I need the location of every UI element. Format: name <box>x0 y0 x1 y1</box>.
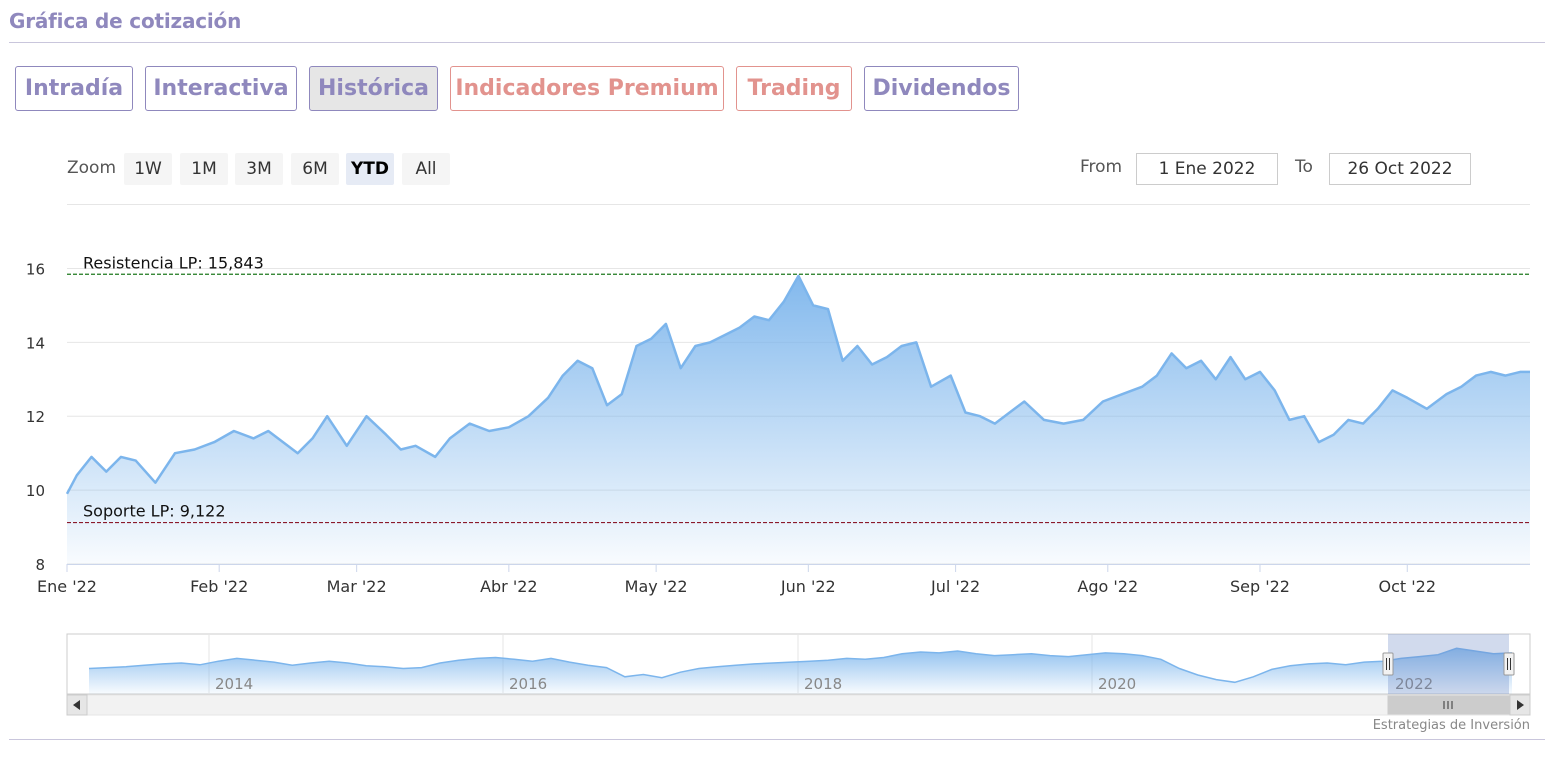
y-tick-label: 8 <box>35 556 45 574</box>
zoom-1m-button[interactable]: 1M <box>180 153 228 185</box>
zoom-3m-button[interactable]: 3M <box>235 153 283 185</box>
tab-indicadores-premium[interactable]: Indicadores Premium <box>450 66 724 111</box>
navigator-left-handle[interactable] <box>1382 652 1394 676</box>
scrollbar-track <box>66 694 1531 716</box>
x-tick-label: May '22 <box>625 577 688 596</box>
tab-trading[interactable]: Trading <box>736 66 852 111</box>
range-to-input[interactable] <box>1329 153 1471 185</box>
navigator-year-label: 2022 <box>1395 675 1433 693</box>
x-tick-label: Jul '22 <box>930 577 980 596</box>
x-tick-label: Feb '22 <box>190 577 248 596</box>
zoom-all-button[interactable]: All <box>402 153 450 185</box>
chevron-right-icon <box>1517 700 1524 710</box>
y-tick-label: 12 <box>26 408 45 426</box>
x-tick-label: Jun '22 <box>780 577 836 596</box>
navigator-right-handle[interactable] <box>1503 652 1515 676</box>
chevron-left-icon <box>73 700 80 710</box>
zoom-1w-button[interactable]: 1W <box>124 153 172 185</box>
navigator-area <box>89 648 1512 694</box>
x-tick-label: Mar '22 <box>327 577 387 596</box>
resistance-label: Resistencia LP: 15,843 <box>83 253 264 272</box>
tab-historica[interactable]: Histórica <box>309 66 438 111</box>
navigator-scrollbar[interactable] <box>66 694 1531 716</box>
range-from-label: From <box>1080 157 1123 177</box>
navigator-line <box>88 647 1513 684</box>
navigator-year-label: 2016 <box>509 675 547 693</box>
title-divider <box>9 42 1545 43</box>
range-from-input[interactable] <box>1136 153 1278 185</box>
y-tick-label: 14 <box>26 334 45 352</box>
x-tick-label: Abr '22 <box>480 577 538 596</box>
price-line <box>65 274 1530 495</box>
navigator-year-label: 2018 <box>804 675 842 693</box>
navigator-year-label: 2020 <box>1098 675 1136 693</box>
bottom-divider <box>9 739 1545 740</box>
handle-body <box>1382 652 1394 676</box>
x-tick-label: Oct '22 <box>1379 577 1437 596</box>
zoom-6m-button[interactable]: 6M <box>291 153 339 185</box>
zoom-ytd-button[interactable]: YTD <box>346 153 394 185</box>
page-title: Gráfica de cotización <box>9 9 242 33</box>
chart-credits: Estrategias de Inversión <box>1372 718 1530 733</box>
x-tick-label: Sep '22 <box>1230 577 1290 596</box>
y-tick-label: 16 <box>26 260 45 278</box>
x-tick-label: Ene '22 <box>37 577 97 596</box>
scroll-left-button <box>66 694 88 716</box>
tab-interactiva[interactable]: Interactiva <box>145 66 297 111</box>
scrollbar-thumb <box>1387 695 1510 715</box>
toolbar-divider <box>67 204 1530 205</box>
zoom-label: Zoom <box>67 158 117 178</box>
x-tick-label: Ago '22 <box>1077 577 1138 596</box>
navigator-frame <box>66 633 1531 695</box>
support-label: Soporte LP: 9,122 <box>83 502 226 521</box>
navigator-year-label: 2014 <box>215 675 253 693</box>
price-area <box>67 275 1530 564</box>
scroll-right-button <box>1509 694 1531 716</box>
navigator-selection <box>1388 634 1509 694</box>
y-tick-label: 10 <box>26 482 45 500</box>
tab-intradia[interactable]: Intradía <box>15 66 133 111</box>
handle-body <box>1503 652 1515 676</box>
range-to-label: To <box>1295 157 1313 177</box>
tab-dividendos[interactable]: Dividendos <box>864 66 1019 111</box>
